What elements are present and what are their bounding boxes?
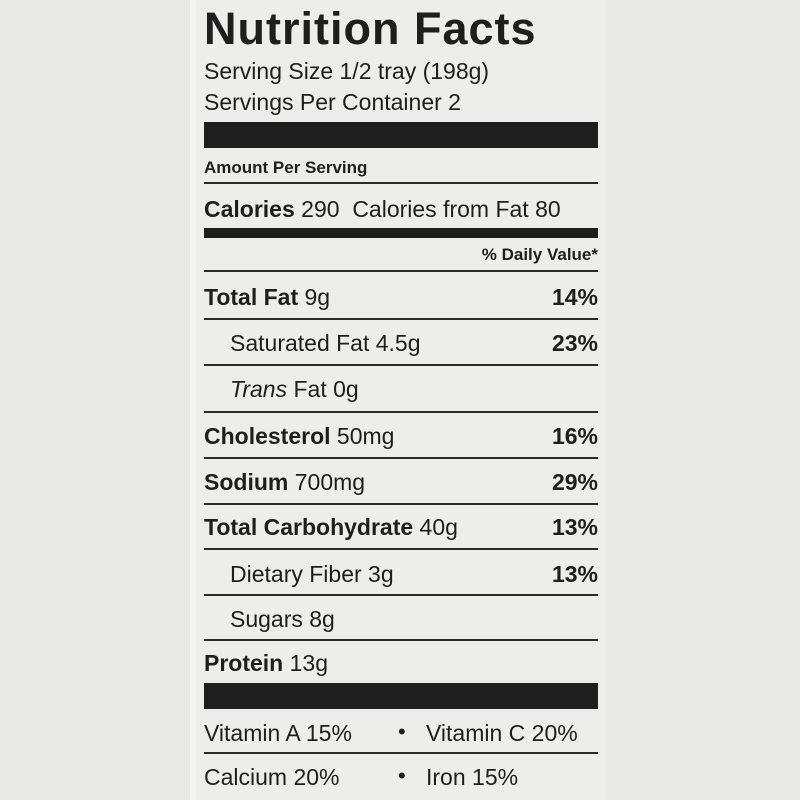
divider (204, 364, 598, 366)
nutrient-row-sugars: Sugars 8g (204, 599, 598, 639)
nutrient-name: Total Carbohydrate (204, 514, 414, 540)
nutrient-name: Protein (204, 650, 284, 676)
divider (204, 594, 598, 596)
divider (204, 752, 598, 754)
nutrient-name: Cholesterol (204, 423, 331, 449)
nutrient-amount: 40g (419, 514, 458, 540)
nutrition-facts-label: Nutrition Facts Serving Size 1/2 tray (1… (204, 0, 598, 800)
divider (204, 182, 598, 184)
nutrient-daily-value: 23% (551, 330, 598, 356)
iron: Iron 15% (426, 764, 519, 790)
nutrient-amount: 0g (333, 376, 359, 402)
nutrient-daily-value: 29% (551, 469, 598, 495)
nutrient-name: Saturated Fat (230, 330, 370, 356)
nutrient-name: Sugars (230, 606, 303, 632)
bullet-separator: • (398, 763, 406, 788)
nutrient-row-total-fat: Total Fat 9g 14% (204, 277, 598, 317)
nutrient-name-suffix: Fat (293, 376, 327, 402)
nutrient-name: Dietary Fiber (230, 561, 362, 587)
medium-divider (204, 228, 598, 238)
serving-size: Serving Size 1/2 tray (198g) (204, 58, 490, 84)
label-title: Nutrition Facts (204, 3, 537, 54)
nutrient-amount: 4.5g (375, 330, 421, 356)
divider (204, 548, 598, 550)
nutrient-daily-value: 14% (551, 284, 598, 310)
calories-from-fat-value: 80 (535, 196, 561, 222)
thick-divider-top (204, 122, 598, 148)
divider (204, 270, 598, 272)
nutrient-row-dietary-fiber: Dietary Fiber 3g 13% (204, 554, 598, 594)
amount-per-serving: Amount Per Serving (204, 158, 368, 177)
vitamin-c: Vitamin C 20% (426, 720, 578, 746)
calories-label: Calories (204, 196, 295, 222)
nutrient-daily-value: 13% (551, 561, 598, 587)
divider (204, 411, 598, 413)
vitamin-a: Vitamin A 15% (204, 720, 352, 746)
nutrient-row-sodium: Sodium 700mg 29% (204, 462, 598, 502)
divider (204, 318, 598, 320)
panel-edge (190, 0, 198, 800)
divider (204, 503, 598, 505)
nutrient-amount: 3g (368, 561, 394, 587)
nutrient-daily-value: 16% (551, 423, 598, 449)
divider (204, 457, 598, 459)
nutrient-amount: 700mg (294, 469, 366, 495)
nutrient-row-saturated-fat: Saturated Fat 4.5g 23% (204, 323, 598, 363)
nutrient-row-total-carbohydrate: Total Carbohydrate 40g 13% (204, 507, 598, 547)
nutrient-amount: 50mg (336, 423, 395, 449)
calories-from-fat-label: Calories from Fat (352, 196, 529, 222)
nutrient-amount: 9g (304, 284, 331, 310)
nutrient-row-protein: Protein 13g (204, 643, 598, 683)
calories-value: 290 (301, 196, 340, 222)
nutrient-name: Total Fat (204, 284, 299, 310)
daily-value-header: % Daily Value* (481, 245, 598, 264)
nutrient-name: Trans (230, 376, 288, 402)
divider (204, 639, 598, 641)
servings-per-container: Servings Per Container 2 (204, 89, 461, 115)
nutrient-amount: 13g (289, 650, 328, 676)
nutrient-row-cholesterol: Cholesterol 50mg 16% (204, 416, 598, 456)
bullet-separator: • (398, 719, 406, 744)
nutrient-name: Sodium (204, 469, 289, 495)
nutrient-daily-value: 13% (551, 514, 598, 540)
thick-divider-bottom (204, 683, 598, 709)
nutrient-row-trans-fat: Trans Fat 0g (204, 369, 598, 409)
nutrient-amount: 8g (309, 606, 335, 632)
calories-row: Calories 290 Calories from Fat 80 (204, 190, 598, 228)
calcium: Calcium 20% (204, 764, 340, 790)
